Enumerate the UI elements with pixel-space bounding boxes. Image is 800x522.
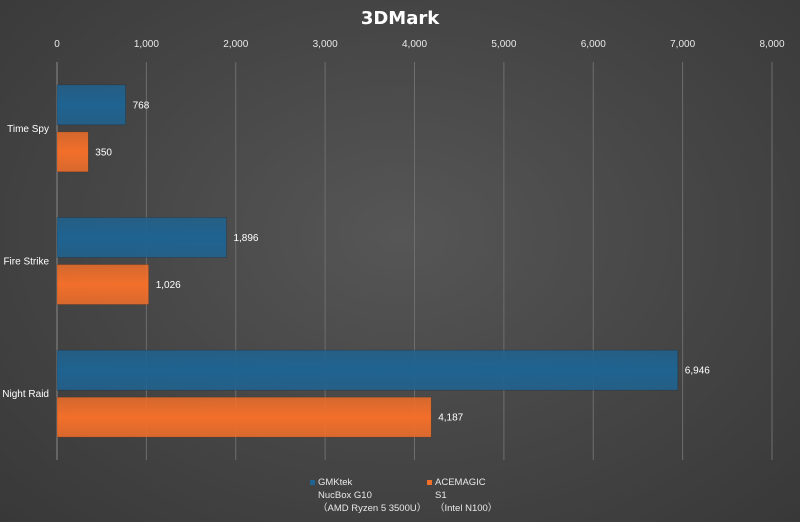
x-tick-label: 6,000	[581, 39, 606, 50]
x-tick-label: 7,000	[670, 39, 695, 50]
data-label: 1,896	[233, 233, 258, 244]
chart-title: 3DMark	[360, 8, 440, 29]
data-label: 350	[95, 147, 112, 158]
data-label: 6,946	[685, 366, 710, 377]
bar-gmktek	[56, 217, 227, 258]
data-label: 1,026	[156, 280, 181, 291]
legend-swatch	[427, 480, 432, 485]
bar-gmktek	[56, 84, 126, 126]
bar-gmktek	[56, 349, 679, 391]
legend-item: ACEMAGIC S1 （Intel N100）	[427, 476, 497, 515]
legend-label: ACEMAGIC S1 （Intel N100）	[435, 477, 498, 514]
category-label: Fire Strike	[3, 257, 49, 268]
legend-swatch	[310, 480, 315, 485]
legend-label: GMKtek NucBox G10 （AMD Ryzen 5 3500U）	[318, 477, 427, 514]
bar-acemagic	[56, 131, 89, 173]
legend-item: GMKtek NucBox G10 （AMD Ryzen 5 3500U）	[310, 476, 426, 515]
x-tick-label: 5,000	[491, 39, 516, 50]
bar-acemagic	[56, 396, 432, 438]
x-tick-label: 3,000	[313, 39, 338, 50]
x-tick-label: 8,000	[759, 39, 784, 50]
category-label: Night Raid	[2, 389, 49, 400]
category-label: Time Spy	[7, 124, 49, 135]
x-tick-label: 1,000	[134, 39, 159, 50]
data-label: 768	[133, 100, 150, 111]
x-tick-label: 0	[54, 39, 60, 50]
bar-acemagic	[56, 264, 149, 305]
x-tick-label: 4,000	[402, 39, 427, 50]
x-tick-label: 2,000	[223, 39, 248, 50]
data-label: 4,187	[438, 413, 463, 424]
